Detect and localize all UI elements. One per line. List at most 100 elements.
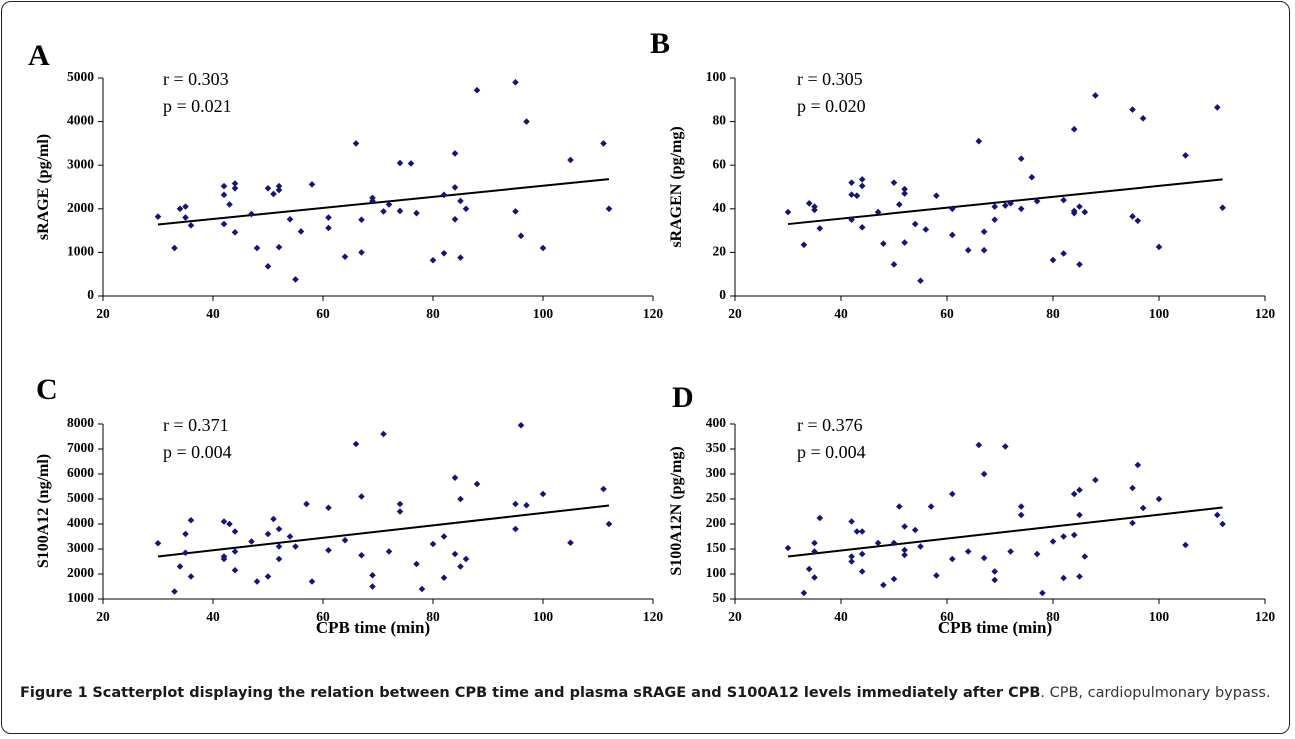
panel-d-x-tick-label: 80 — [1046, 609, 1060, 624]
panel-a-y-tick-label: 1000 — [67, 243, 94, 258]
panel-d-point — [853, 528, 861, 535]
panel-c-y-tick-label: 7000 — [67, 440, 94, 455]
panel-d-point — [1033, 550, 1041, 558]
caption-label: Figure 1 — [20, 685, 88, 701]
panel-a-point — [605, 205, 613, 213]
panel-c-point — [429, 540, 437, 548]
panel-a-point — [473, 86, 481, 94]
panel-b-x-tick-label: 40 — [834, 306, 848, 321]
panel-c-point — [605, 520, 613, 528]
panel-c-point — [462, 555, 470, 563]
panel-d-point — [980, 554, 988, 562]
panel-d-point — [980, 470, 988, 478]
panel-b-point — [880, 240, 887, 247]
panel-a-point — [270, 190, 277, 198]
panel-c-point — [187, 573, 195, 580]
panel-b-point — [1028, 173, 1036, 181]
panel-d-point — [1214, 511, 1221, 519]
panel-d-point — [816, 514, 824, 522]
panel-c-point — [567, 539, 574, 547]
panel-c-point — [457, 563, 464, 570]
panel-d-point — [811, 574, 818, 581]
panel-c-x-tick-label: 120 — [643, 609, 664, 624]
panel-d-point — [991, 576, 998, 584]
panel-a-point — [440, 191, 448, 199]
panel-a-x-tick-label: 120 — [643, 306, 664, 321]
panel-b-point — [1033, 197, 1041, 205]
panel-a-point — [396, 159, 404, 167]
panel-b-y-tick-label: 40 — [713, 200, 727, 215]
panel-a-point — [440, 249, 448, 257]
panel-c-point — [512, 525, 519, 533]
panel-d-point — [1007, 548, 1014, 555]
panel-d-point — [811, 548, 818, 555]
panel-d-point — [890, 575, 898, 583]
panel-b-x-tick-label: 100 — [1149, 306, 1170, 321]
panel-c-annotation-r: r = 0.371 — [163, 415, 229, 435]
panel-b-annotation-r: r = 0.305 — [797, 69, 863, 89]
panel-c-x-tick-label: 20 — [96, 609, 110, 624]
panel-b-point — [1155, 243, 1163, 251]
panel-b-point — [1076, 261, 1083, 268]
panel-c-point — [220, 518, 228, 525]
panel-a-point — [220, 220, 228, 228]
panel-b-point — [949, 205, 956, 213]
panel-a-point — [275, 186, 283, 194]
panel-a-point — [341, 253, 349, 261]
panel-b-point — [853, 192, 861, 200]
panel-d-point — [1155, 495, 1163, 503]
panel-c-x-tick-label: 40 — [206, 609, 220, 624]
panel-a-point — [325, 214, 332, 221]
panel-c-point — [539, 490, 547, 498]
panel-d-point — [949, 555, 956, 563]
panel-c-point — [418, 585, 426, 593]
panel-b-point — [980, 246, 988, 254]
panel-b-point — [1002, 202, 1009, 209]
panel-c-point — [451, 474, 459, 482]
panel-b-x-tick-label: 20 — [728, 306, 742, 321]
panel-c-point — [473, 480, 481, 488]
panel-d-x-tick-label: 120 — [1255, 609, 1276, 624]
panel-d-point — [1134, 461, 1142, 469]
panel-a-point — [429, 256, 437, 264]
panel-d-point — [949, 490, 956, 498]
panel-b-point — [911, 220, 919, 228]
panel-c-point — [451, 550, 459, 558]
panel-a-point — [308, 181, 316, 188]
panel-a-point — [451, 150, 459, 157]
panel-a-point — [176, 205, 184, 213]
panel-d-x-label: CPB time (min) — [938, 618, 1052, 637]
panel-d-y-tick-label: 250 — [706, 490, 727, 505]
panel-c-point — [380, 430, 387, 438]
panel-a-point — [413, 209, 420, 217]
panel-d-point — [1081, 553, 1089, 560]
panel-a-y-tick-label: 0 — [87, 287, 94, 302]
panel-b-point — [874, 208, 882, 216]
panel-c-y-tick-label: 4000 — [67, 515, 94, 530]
panel-a-point — [358, 249, 365, 256]
panel-b-point — [816, 225, 824, 232]
panel-d-point — [1070, 531, 1078, 539]
panel-a-point — [539, 244, 547, 252]
panel-a-point — [462, 205, 470, 213]
panel-c-y-label: S100A12 (ng/ml) — [35, 454, 52, 568]
panel-c-x-tick-label: 60 — [316, 609, 330, 624]
panel-c-point — [182, 549, 189, 557]
panel-c-point — [308, 578, 316, 585]
panel-c-y-tick-label: 6000 — [67, 465, 94, 480]
panel-b-point — [1017, 155, 1025, 162]
panel-a-point — [275, 243, 283, 251]
panel-c-point — [231, 566, 239, 574]
panel-c-point — [275, 525, 283, 533]
panel-b-trendline — [787, 178, 1223, 226]
panel-c-point — [440, 533, 448, 540]
panel-d-point — [1219, 520, 1226, 528]
panel-d-x-tick-label: 20 — [728, 609, 742, 624]
panel-d-point — [858, 568, 866, 575]
panel-d-point — [1049, 538, 1057, 545]
panel-b-point — [858, 176, 866, 183]
panel-d-point — [1129, 519, 1136, 527]
panel-d-point — [896, 503, 903, 510]
panel-a-point — [407, 160, 415, 167]
